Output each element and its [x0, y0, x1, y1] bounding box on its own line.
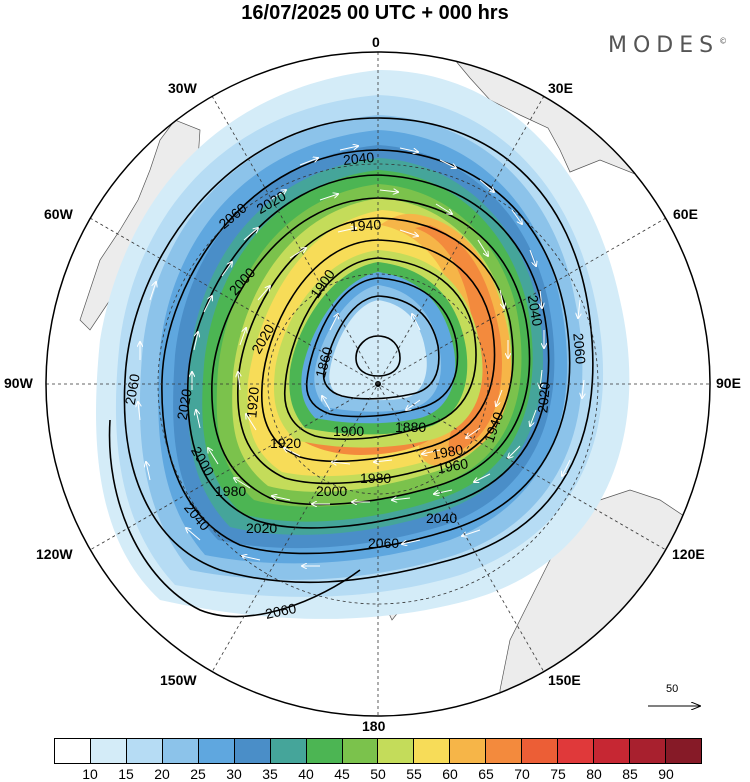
- contour-label: 1920: [270, 435, 301, 451]
- colorbar-swatch: [665, 739, 701, 763]
- colorbar-tick-label: 35: [262, 766, 278, 782]
- contour-label: 2020: [534, 381, 553, 414]
- lon-label-180: 180: [362, 718, 386, 734]
- contour-label: 2040: [426, 510, 457, 526]
- lon-label-30e: 30E: [548, 80, 573, 96]
- contour-label: 1980: [215, 483, 246, 499]
- colorbar-swatch: [522, 739, 559, 763]
- contour-label: 2040: [342, 149, 375, 168]
- colorbar-swatch: [90, 739, 127, 763]
- colorbar-swatch: [558, 739, 595, 763]
- contour-label: 2060: [264, 600, 298, 622]
- colorbar-tick-label: 55: [406, 766, 422, 782]
- colorbar-swatch: [198, 739, 235, 763]
- contour-label: 1880: [395, 419, 426, 435]
- colorbar-tick-label: 60: [442, 766, 458, 782]
- graticule: [46, 52, 710, 716]
- copyright-mark: ©: [719, 36, 728, 46]
- lon-label-90e: 90E: [716, 375, 741, 391]
- colorbar-tick-label: 80: [586, 766, 602, 782]
- lon-label-120e: 120E: [672, 546, 705, 562]
- map-disc: [46, 52, 710, 716]
- colorbar-swatch: [342, 739, 379, 763]
- contour-label: 1980: [360, 470, 391, 486]
- colorbar-swatch: [270, 739, 307, 763]
- colorbar-tick-label: 15: [118, 766, 134, 782]
- lon-label-90w: 90W: [4, 375, 33, 391]
- colorbar-swatch: [486, 739, 523, 763]
- wind-speed-shading: [96, 70, 630, 619]
- colorbar-tick-label: 30: [226, 766, 242, 782]
- contour-label: 1920: [243, 386, 262, 419]
- contour-label: 2060: [368, 535, 399, 551]
- colorbar-swatch: [126, 739, 163, 763]
- contour-label: 2060: [570, 332, 589, 365]
- brand-text: MODES: [608, 33, 720, 58]
- contour-label: 1960: [436, 455, 470, 476]
- height-contours: [108, 117, 594, 618]
- colorbar-swatch: [55, 739, 91, 763]
- colorbar-tick-label: 90: [658, 766, 674, 782]
- colorbar-swatch: [414, 739, 451, 763]
- colorbar-swatch: [306, 739, 343, 763]
- colorbar-tick-label: 65: [478, 766, 494, 782]
- polar-map: 2040 2060 2020 1940 2000 1900 1860 1920 …: [45, 51, 711, 717]
- colorbar-swatch: [450, 739, 487, 763]
- colorbar-tick-label: 25: [190, 766, 206, 782]
- colorbar-tick-label: 50: [370, 766, 386, 782]
- colorbar-tick-label: 20: [154, 766, 170, 782]
- contour-label: 2020: [246, 520, 277, 536]
- lon-label-120w: 120W: [36, 546, 73, 562]
- lon-label-30w: 30W: [168, 80, 197, 96]
- wind-vectors: [138, 146, 584, 566]
- lon-label-150e: 150E: [548, 672, 581, 688]
- lon-label-150w: 150W: [160, 672, 197, 688]
- contour-label: 2060: [122, 372, 143, 406]
- lon-label-60e: 60E: [673, 206, 698, 222]
- colorbar-tick-label: 10: [82, 766, 98, 782]
- colorbar-tick-label: 45: [334, 766, 350, 782]
- colorbar-swatch: [630, 739, 666, 763]
- map-boundary: [45, 51, 711, 717]
- colorbar-tick-label: 40: [298, 766, 314, 782]
- contour-label: 1860: [312, 345, 336, 379]
- colorbar: [54, 738, 702, 764]
- colorbar-tick-label: 75: [550, 766, 566, 782]
- colorbar-tick-label: 70: [514, 766, 530, 782]
- lon-label-0: 0: [372, 34, 380, 50]
- contour-label: 2040: [525, 294, 546, 328]
- colorbar-swatch: [162, 739, 199, 763]
- contour-label: 1980: [431, 441, 465, 462]
- map-title: 16/07/2025 00 UTC + 000 hrs: [241, 2, 509, 24]
- contour-label: 1940: [349, 216, 381, 234]
- colorbar-swatch: [594, 739, 630, 763]
- contour-label: 2000: [316, 483, 347, 499]
- colorbar-swatch: [234, 739, 271, 763]
- contour-label: 1900: [333, 423, 364, 439]
- wind-scale-arrow-icon: [648, 700, 706, 712]
- modes-logo: MODES©: [608, 33, 727, 58]
- colorbar-tick-label: 85: [622, 766, 638, 782]
- wind-scale-label: 50: [666, 683, 679, 695]
- contour-label: 2020: [174, 387, 195, 421]
- lon-label-60w: 60W: [44, 206, 73, 222]
- colorbar-swatch: [378, 739, 415, 763]
